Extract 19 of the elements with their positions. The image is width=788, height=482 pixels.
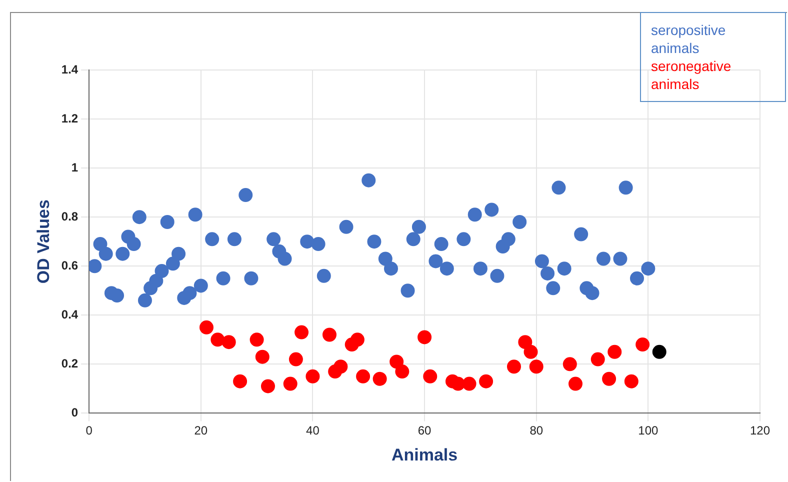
text: seronegative animals	[651, 57, 732, 93]
x-tick-label: 80	[530, 424, 544, 438]
y-tick-label: 0.6	[61, 258, 78, 272]
x-axis-title: Animals	[391, 445, 458, 464]
x-tick-label: 100	[638, 424, 659, 438]
y-tick-label: 0.4	[61, 307, 78, 322]
y-tick-label: 0	[71, 406, 78, 420]
y-tick-label: 1.4	[61, 62, 78, 76]
x-tick-label: 20	[194, 424, 208, 438]
x-tick-label: 0	[86, 424, 93, 438]
y-tick-label: 1	[71, 160, 78, 174]
y-tick-label: 0.2	[61, 356, 78, 370]
y-axis-title: OD Values	[34, 200, 53, 284]
x-tick-label: 60	[418, 424, 432, 438]
x-tick-label: 120	[750, 424, 770, 438]
y-tick-label: 1.2	[61, 111, 78, 126]
text: seropositive animals	[651, 21, 727, 57]
x-tick-label: 40	[306, 424, 320, 438]
y-tick-label: 0.8	[61, 209, 78, 224]
